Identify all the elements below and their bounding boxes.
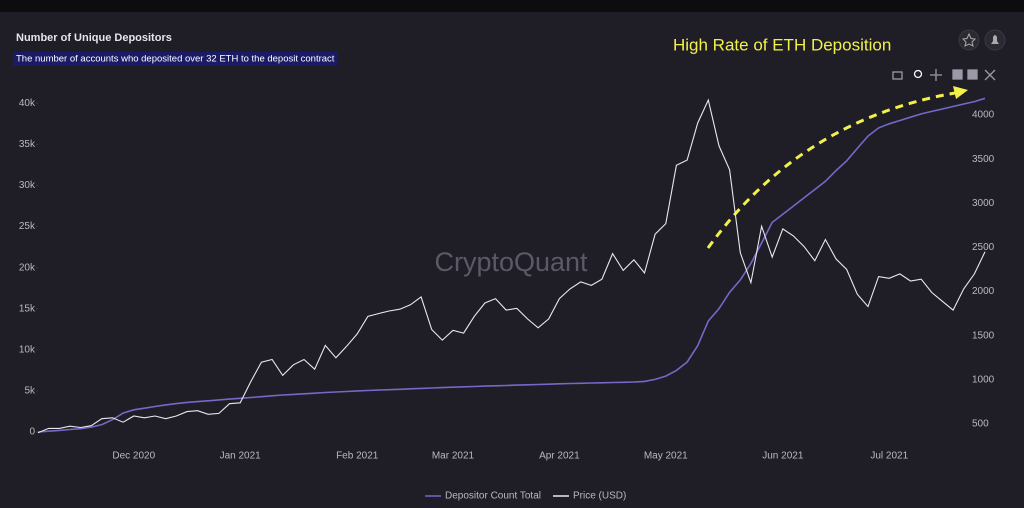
reset-button[interactable]: [984, 69, 996, 81]
watermark: CryptoQuant: [434, 247, 588, 277]
camera-button[interactable]: [892, 71, 903, 80]
y2-tick-label: 1000: [972, 374, 995, 385]
zoom-out-button[interactable]: [967, 69, 978, 80]
annotation-arrow: [706, 86, 968, 249]
chart-subtitle: The number of accounts who deposited ove…: [16, 54, 335, 65]
y2-tick-label: 3500: [972, 154, 995, 165]
x-tick-label: Feb 2021: [336, 451, 379, 462]
y-tick-label: 25k: [19, 221, 36, 232]
y-tick-label: 40k: [19, 98, 36, 109]
series-line: [37, 98, 986, 434]
y2-tick-label: 2500: [972, 242, 995, 253]
y-tick-label: 20k: [19, 262, 36, 273]
x-tick-label: Jun 2021: [762, 451, 804, 462]
y-tick-label: 30k: [19, 180, 36, 191]
legend-label: Depositor Count Total: [445, 491, 541, 502]
arrow-head: [953, 86, 968, 99]
star-icon: [961, 32, 977, 47]
y-tick-label: 5k: [24, 386, 36, 397]
panel: [0, 12, 1024, 508]
series-line: [37, 97, 986, 433]
x-tick-label: Dec 2020: [112, 451, 155, 462]
subtitle-highlight: [13, 52, 338, 66]
header-buttons: [958, 29, 1006, 51]
y2-tick-label: 1500: [972, 330, 995, 341]
pan-button[interactable]: [930, 69, 942, 81]
y-tick-label: 15k: [19, 303, 36, 314]
y-tick-label: 35k: [19, 139, 36, 150]
y2-tick-label: 2000: [972, 286, 995, 297]
zoom-in-button[interactable]: [952, 69, 963, 80]
bell-icon: [991, 35, 999, 44]
x-tick-label: Jan 2021: [220, 451, 262, 462]
y2-tick-label: 500: [972, 419, 989, 430]
arrow-line: [706, 91, 956, 249]
toolbar: [892, 69, 996, 81]
x-tick-label: May 2021: [644, 451, 688, 462]
y-tick-label: 10k: [19, 344, 36, 355]
x-tick-label: Apr 2021: [539, 451, 580, 462]
y2-tick-label: 3000: [972, 198, 995, 209]
zoom-button[interactable]: [913, 69, 923, 79]
x-tick-label: Mar 2021: [432, 451, 475, 462]
chart-title: Number of Unique Depositors: [16, 32, 172, 44]
star-button[interactable]: [958, 29, 980, 51]
x-tick-label: Jul 2021: [870, 451, 908, 462]
annotation: High Rate of ETH Deposition: [673, 35, 891, 54]
legend-label: Price (USD): [573, 491, 626, 502]
y2-tick-label: 4000: [972, 110, 995, 121]
y-tick-label: 0: [29, 427, 35, 438]
